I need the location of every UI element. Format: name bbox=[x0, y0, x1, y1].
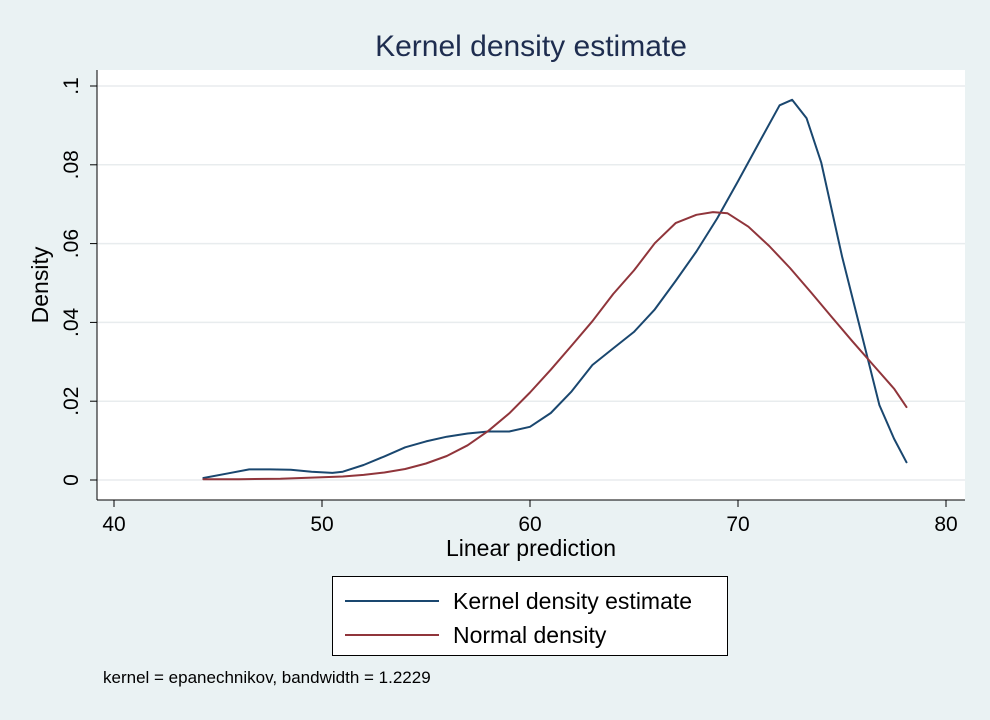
y-tick-label: 0 bbox=[60, 474, 83, 486]
legend-item-kernel: Kernel density estimate bbox=[333, 586, 727, 616]
plot-region bbox=[97, 70, 965, 500]
chart-title: Kernel density estimate bbox=[375, 30, 687, 63]
legend-label-normal: Normal density bbox=[453, 622, 607, 648]
y-tick-label: .08 bbox=[60, 150, 83, 179]
legend: Kernel density estimate Normal density bbox=[332, 576, 728, 656]
legend-swatch-kernel bbox=[345, 600, 439, 602]
bandwidth-note: kernel = epanechnikov, bandwidth = 1.222… bbox=[103, 668, 431, 687]
x-axis-label: Linear prediction bbox=[446, 535, 616, 561]
x-tick-label: 40 bbox=[102, 513, 125, 536]
x-tick-label: 80 bbox=[934, 513, 957, 536]
legend-label-kernel: Kernel density estimate bbox=[453, 588, 693, 614]
series-line-kernel bbox=[202, 98, 908, 479]
legend-swatch-normal bbox=[345, 634, 439, 636]
x-axis-ticks: 40 50 60 70 80 bbox=[102, 500, 958, 536]
y-axis-label: Density bbox=[27, 246, 53, 323]
legend-item-normal: Normal density bbox=[333, 620, 727, 650]
y-tick-label: .04 bbox=[60, 307, 83, 337]
x-tick-label: 70 bbox=[726, 513, 749, 536]
y-tick-label: .1 bbox=[60, 77, 83, 95]
y-tick-label: .06 bbox=[60, 229, 83, 258]
series-line-normal bbox=[202, 211, 908, 481]
series-lines bbox=[202, 98, 908, 481]
x-tick-label: 60 bbox=[518, 513, 541, 536]
axes bbox=[96, 70, 965, 501]
y-axis-ticks: 0 .02 .04 .06 .08 .1 bbox=[60, 77, 97, 486]
y-tick-label: .02 bbox=[60, 387, 83, 416]
x-tick-label: 50 bbox=[310, 513, 333, 536]
